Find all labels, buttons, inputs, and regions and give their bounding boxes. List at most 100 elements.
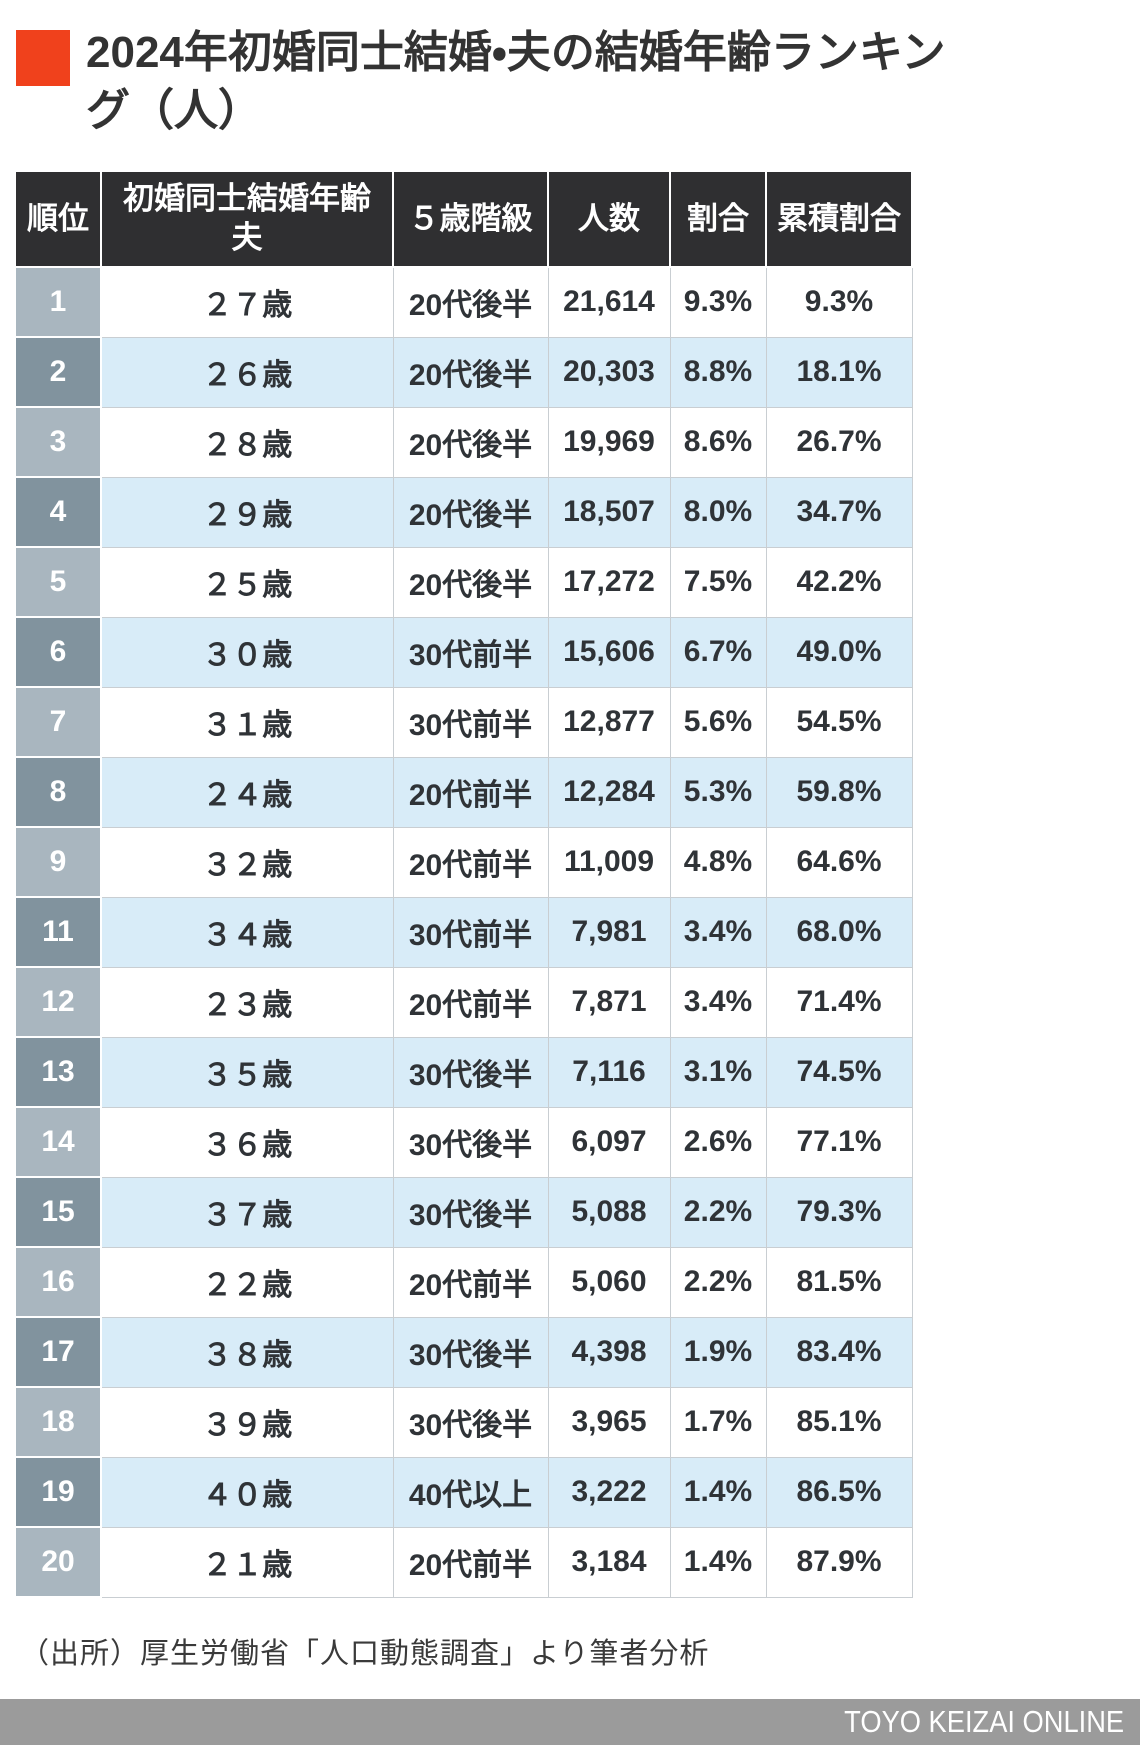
cumulative-cell: 77.1% (765, 1106, 913, 1178)
age-cell: ３４歳 (100, 896, 394, 968)
cumulative-cell: 83.4% (765, 1316, 913, 1388)
share-cell: 4.8% (669, 826, 767, 898)
age-cell: ３６歳 (100, 1106, 394, 1178)
table-row: 17 ３８歳 30代後半 4,398 1.9% 83.4% (14, 1316, 913, 1389)
rank-cell: 6 (14, 616, 102, 689)
age-class-cell: 20代後半 (392, 476, 549, 548)
share-cell: 2.2% (669, 1246, 767, 1318)
age-cell: ３８歳 (100, 1316, 394, 1388)
age-class-cell: 30代後半 (392, 1176, 549, 1248)
source-note: （出所）厚生労働省「人口動態調査」より筆者分析 (20, 1638, 710, 1671)
header-rank: 順位 (14, 170, 102, 269)
count-cell: 7,116 (547, 1036, 671, 1108)
count-cell: 5,088 (547, 1176, 671, 1248)
table-row: 19 ４０歳 40代以上 3,222 1.4% 86.5% (14, 1456, 913, 1529)
share-cell: 8.6% (669, 406, 767, 478)
count-cell: 18,507 (547, 476, 671, 548)
count-cell: 11,009 (547, 826, 671, 898)
table-row: 7 ３１歳 30代前半 12,877 5.6% 54.5% (14, 686, 913, 759)
age-cell: ３０歳 (100, 616, 394, 688)
rank-cell: 9 (14, 826, 102, 899)
rank-cell: 13 (14, 1036, 102, 1109)
count-cell: 12,284 (547, 756, 671, 828)
share-cell: 8.0% (669, 476, 767, 548)
count-cell: 17,272 (547, 546, 671, 618)
table-row: 12 ２３歳 20代前半 7,871 3.4% 71.4% (14, 966, 913, 1039)
cumulative-cell: 85.1% (765, 1386, 913, 1458)
rank-cell: 1 (14, 266, 102, 339)
age-cell: ３７歳 (100, 1176, 394, 1248)
table-row: 8 ２４歳 20代前半 12,284 5.3% 59.8% (14, 756, 913, 829)
ranking-table: 順位 初婚同士結婚年齢 夫 ５歳階級 人数 割合 累積割合 1 ２７歳 20代後… (14, 170, 913, 1599)
cumulative-cell: 79.3% (765, 1176, 913, 1248)
share-cell: 1.4% (669, 1526, 767, 1598)
share-cell: 2.2% (669, 1176, 767, 1248)
age-cell: ３９歳 (100, 1386, 394, 1458)
table-row: 16 ２２歳 20代前半 5,060 2.2% 81.5% (14, 1246, 913, 1319)
share-cell: 6.7% (669, 616, 767, 688)
age-cell: ２３歳 (100, 966, 394, 1038)
cumulative-cell: 74.5% (765, 1036, 913, 1108)
table-row: 3 ２８歳 20代後半 19,969 8.6% 26.7% (14, 406, 913, 479)
count-cell: 12,877 (547, 686, 671, 758)
rank-cell: 3 (14, 406, 102, 479)
header-age-class: ５歳階級 (392, 170, 549, 269)
cumulative-cell: 34.7% (765, 476, 913, 548)
table-row: 14 ３６歳 30代後半 6,097 2.6% 77.1% (14, 1106, 913, 1179)
rank-cell: 7 (14, 686, 102, 759)
share-cell: 8.8% (669, 336, 767, 408)
page-title: 2024年初婚同士結婚・夫の結婚年齢ランキン グ（人） (86, 28, 946, 136)
cumulative-cell: 18.1% (765, 336, 913, 408)
age-class-cell: 30代後半 (392, 1316, 549, 1388)
share-cell: 3.4% (669, 896, 767, 968)
age-cell: ２１歳 (100, 1526, 394, 1598)
age-class-cell: 20代前半 (392, 756, 549, 828)
cumulative-cell: 42.2% (765, 546, 913, 618)
table-row: 20 ２１歳 20代前半 3,184 1.4% 87.9% (14, 1526, 913, 1599)
share-cell: 1.4% (669, 1456, 767, 1528)
table-row: 11 ３４歳 30代前半 7,981 3.4% 68.0% (14, 896, 913, 969)
table-row: 9 ３２歳 20代前半 11,009 4.8% 64.6% (14, 826, 913, 899)
age-cell: ２６歳 (100, 336, 394, 408)
age-class-cell: 20代後半 (392, 336, 549, 408)
share-cell: 1.7% (669, 1386, 767, 1458)
count-cell: 3,222 (547, 1456, 671, 1528)
table-row: 1 ２７歳 20代後半 21,614 9.3% 9.3% (14, 266, 913, 339)
age-cell: ３２歳 (100, 826, 394, 898)
age-class-cell: 20代前半 (392, 1526, 549, 1598)
count-cell: 19,969 (547, 406, 671, 478)
age-cell: ２７歳 (100, 266, 394, 338)
cumulative-cell: 54.5% (765, 686, 913, 758)
cumulative-cell: 59.8% (765, 756, 913, 828)
share-cell: 2.6% (669, 1106, 767, 1178)
age-class-cell: 30代前半 (392, 686, 549, 758)
title-block: 2024年初婚同士結婚・夫の結婚年齢ランキン グ（人） (0, 0, 1140, 140)
count-cell: 6,097 (547, 1106, 671, 1178)
rank-cell: 11 (14, 896, 102, 969)
cumulative-cell: 26.7% (765, 406, 913, 478)
rank-cell: 8 (14, 756, 102, 829)
count-cell: 3,965 (547, 1386, 671, 1458)
table-row: 4 ２９歳 20代後半 18,507 8.0% 34.7% (14, 476, 913, 549)
age-cell: ２５歳 (100, 546, 394, 618)
count-cell: 7,981 (547, 896, 671, 968)
count-cell: 21,614 (547, 266, 671, 338)
cumulative-cell: 9.3% (765, 266, 913, 338)
cumulative-cell: 87.9% (765, 1526, 913, 1598)
rank-cell: 4 (14, 476, 102, 549)
count-cell: 3,184 (547, 1526, 671, 1598)
header-cumulative: 累積割合 (765, 170, 913, 269)
cumulative-cell: 68.0% (765, 896, 913, 968)
table-row: 6 ３０歳 30代前半 15,606 6.7% 49.0% (14, 616, 913, 689)
age-class-cell: 30代前半 (392, 896, 549, 968)
count-cell: 7,871 (547, 966, 671, 1038)
share-cell: 1.9% (669, 1316, 767, 1388)
age-cell: ３５歳 (100, 1036, 394, 1108)
age-class-cell: 20代後半 (392, 406, 549, 478)
rank-cell: 16 (14, 1246, 102, 1319)
brand-bar: TOYO KEIZAI ONLINE (0, 1699, 1140, 1745)
age-class-cell: 30代後半 (392, 1036, 549, 1108)
share-cell: 7.5% (669, 546, 767, 618)
age-class-cell: 20代後半 (392, 266, 549, 338)
